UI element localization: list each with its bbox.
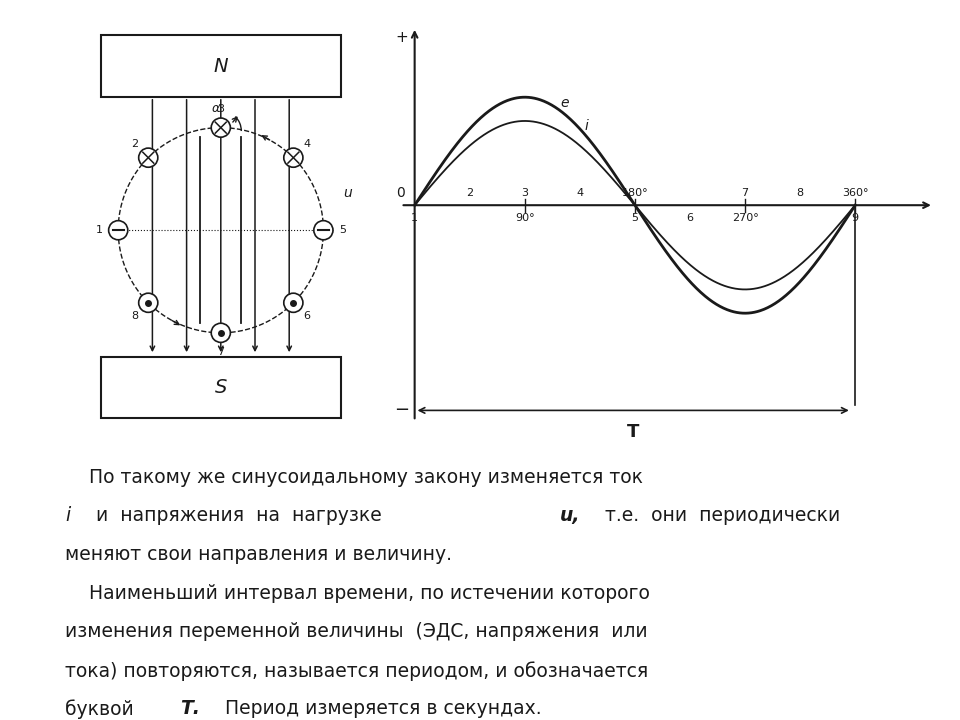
Text: 2: 2: [132, 140, 138, 149]
Text: Период измеряется в секундах.: Период измеряется в секундах.: [220, 700, 542, 719]
Text: 1: 1: [411, 213, 419, 222]
Text: 6: 6: [686, 213, 693, 222]
Text: −: −: [395, 402, 410, 419]
Text: u: u: [343, 186, 351, 199]
Text: т.е.  они  периодически: т.е. они периодически: [599, 506, 841, 526]
Text: 5: 5: [339, 225, 346, 235]
Text: 90°: 90°: [515, 213, 535, 222]
Text: 9: 9: [852, 213, 859, 222]
Circle shape: [108, 220, 128, 240]
Text: 6: 6: [303, 311, 310, 321]
Text: 180°: 180°: [622, 188, 648, 198]
Bar: [101, 35, 341, 97]
Text: Наименьший интервал времени, по истечении которого: Наименьший интервал времени, по истечени…: [65, 584, 650, 603]
Text: буквой: буквой: [65, 700, 139, 719]
Text: изменения переменной величины  (ЭДС, напряжения  или: изменения переменной величины (ЭДС, напр…: [65, 622, 648, 642]
Text: α: α: [211, 102, 220, 115]
Text: 1: 1: [96, 225, 103, 235]
Text: i: i: [65, 506, 70, 526]
Text: i: i: [585, 120, 588, 133]
Text: 4: 4: [576, 188, 584, 198]
Text: N: N: [213, 57, 228, 76]
Circle shape: [314, 220, 333, 240]
Text: меняют свои направления и величину.: меняют свои направления и величину.: [65, 545, 452, 564]
Text: 270°: 270°: [732, 213, 758, 222]
Bar: [101, 356, 341, 418]
Text: +: +: [396, 30, 408, 45]
Text: 3: 3: [217, 104, 225, 114]
Text: тока) повторяются, называется периодом, и обозначается: тока) повторяются, называется периодом, …: [65, 661, 648, 680]
Text: 4: 4: [303, 140, 310, 149]
Text: 5: 5: [632, 213, 638, 222]
Circle shape: [284, 293, 303, 312]
Text: и  напряжения  на  нагрузке: и напряжения на нагрузке: [96, 506, 381, 526]
Text: T: T: [627, 423, 639, 441]
Text: 7: 7: [217, 346, 225, 356]
Text: 8: 8: [132, 311, 138, 321]
Text: 7: 7: [741, 188, 749, 198]
Circle shape: [138, 293, 157, 312]
Text: Т.: Т.: [180, 700, 200, 719]
Text: e: e: [560, 96, 568, 109]
Text: 2: 2: [467, 188, 473, 198]
Text: По такому же синусоидальному закону изменяется ток: По такому же синусоидальному закону изме…: [65, 468, 643, 487]
Circle shape: [138, 148, 157, 167]
Text: S: S: [215, 378, 227, 397]
Text: 360°: 360°: [842, 188, 869, 198]
Circle shape: [211, 118, 230, 138]
Text: 3: 3: [521, 188, 528, 198]
Text: 8: 8: [797, 188, 804, 198]
Text: u,: u,: [560, 506, 580, 526]
Text: 0: 0: [396, 186, 405, 200]
Circle shape: [284, 148, 303, 167]
Circle shape: [211, 323, 230, 343]
